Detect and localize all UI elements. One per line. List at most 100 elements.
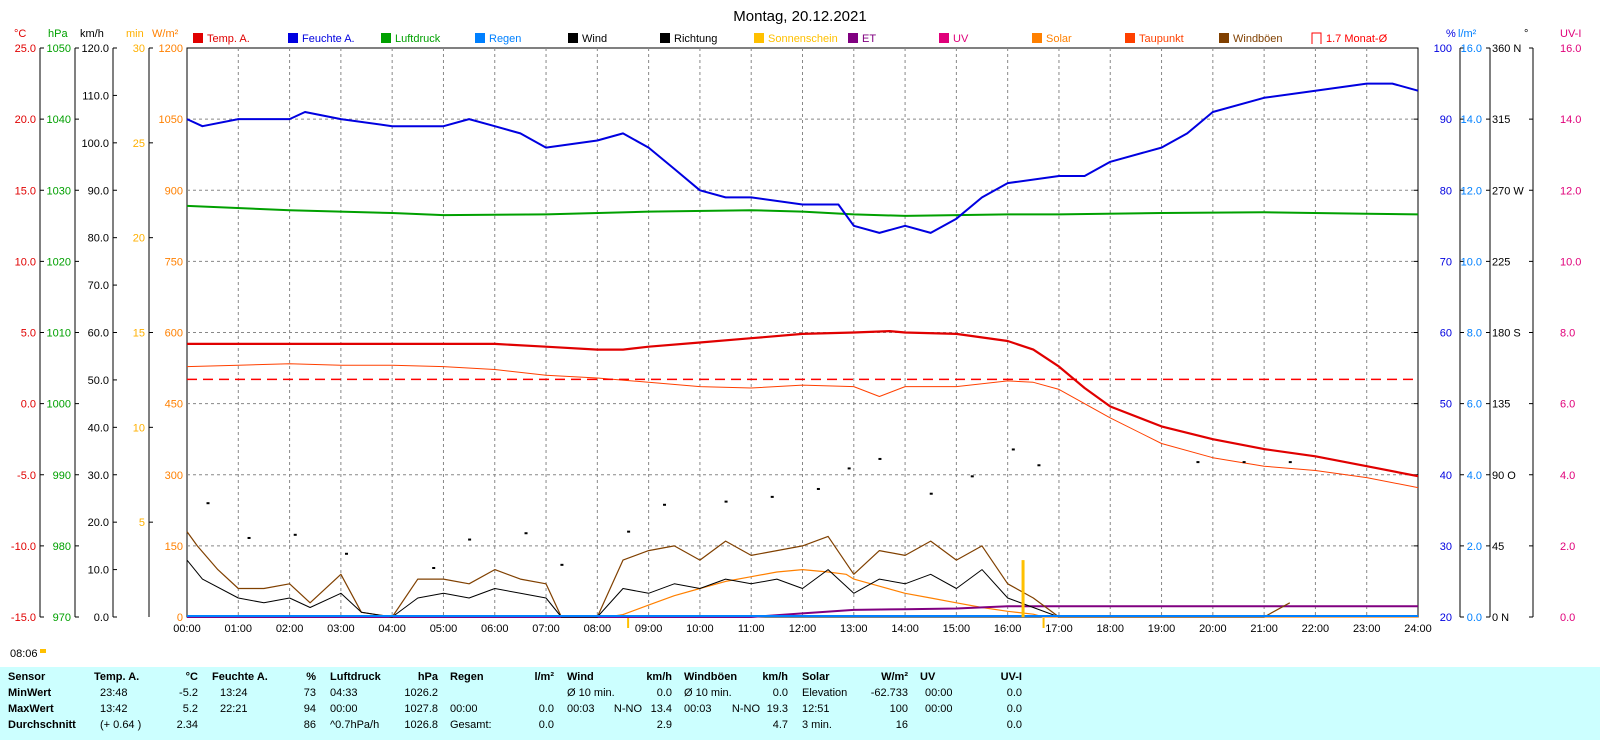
wind-time: 00:03 xyxy=(567,703,595,715)
uv-value: 0.0 xyxy=(1006,687,1022,699)
axis-tick-label: 70 xyxy=(1440,256,1452,268)
axis-tick-label: 1200 xyxy=(159,43,183,55)
axis-tick-label: 0.0 xyxy=(1467,612,1482,624)
humidity-value: 86 xyxy=(303,719,316,731)
axis-tick-label: 12.0 xyxy=(1560,185,1581,197)
axis-tick-label: 1020 xyxy=(47,256,71,268)
series-line-taupunkt xyxy=(186,363,1419,489)
direction-point xyxy=(468,538,472,541)
axis-tick-label: 20.0 xyxy=(88,517,109,529)
direction-point xyxy=(663,503,667,506)
direction-point xyxy=(524,532,528,535)
axis-tick-label: 1010 xyxy=(47,328,71,340)
legend-label: Luftdruck xyxy=(395,33,441,45)
solar-unit: W/m² xyxy=(152,28,179,40)
temp-time: 13:42 xyxy=(100,703,128,715)
x-tick-label: 08:00 xyxy=(584,623,612,635)
series-line-solar xyxy=(187,568,1418,618)
axis-tick-label: 80 xyxy=(1440,185,1452,197)
x-tick-label: 13:00 xyxy=(840,623,868,635)
x-tick-label: 21:00 xyxy=(1250,623,1278,635)
axis-tick-label: -5.0 xyxy=(17,470,36,482)
axis-tick-label: 30 xyxy=(133,43,145,55)
pressure-value: 1026.2 xyxy=(404,687,438,699)
direction-point xyxy=(1288,461,1292,464)
temp-time: (+ 0.64 ) xyxy=(100,719,142,731)
legend-swatch xyxy=(939,33,949,43)
header-rain: Regen xyxy=(450,671,484,683)
header-rain-unit: l/m² xyxy=(534,671,554,683)
direction-point xyxy=(432,567,436,570)
rain-unit: l/m² xyxy=(1458,28,1477,40)
direction-point xyxy=(560,563,564,566)
legend-label: Richtung xyxy=(674,33,717,45)
rain-value: 0.0 xyxy=(538,703,554,715)
legend-swatch xyxy=(848,33,858,43)
axis-tick-label: 135 xyxy=(1492,399,1510,411)
legend-swatch xyxy=(475,33,485,43)
legend-label: Sonnenschein xyxy=(768,33,838,45)
series-line-feuchte-a- xyxy=(186,82,1419,234)
axis-tick-label: 25 xyxy=(133,138,145,150)
axis-tick-label: 8.0 xyxy=(1467,328,1482,340)
x-tick-label: 06:00 xyxy=(481,623,509,635)
axis-tick-label: 6.0 xyxy=(1560,399,1575,411)
axis-tick-label: 360 N xyxy=(1492,43,1521,55)
header-uv-unit: UV-I xyxy=(1000,671,1022,683)
legend-label: UV xyxy=(953,33,969,45)
direction-point xyxy=(970,475,974,478)
header-temp: Temp. A. xyxy=(94,671,140,683)
legend-swatch xyxy=(288,33,298,43)
x-tick-label: 23:00 xyxy=(1353,623,1381,635)
header-uv: UV xyxy=(920,671,936,683)
x-tick-label: 10:00 xyxy=(686,623,714,635)
x-tick-label: 03:00 xyxy=(327,623,355,635)
axis-tick-label: 1000 xyxy=(47,399,71,411)
axis-tick-label: 10.0 xyxy=(1461,256,1482,268)
pressure-time: 00:00 xyxy=(330,703,358,715)
axis-tick-label: 40 xyxy=(1440,470,1452,482)
statistics-table: Sensor Temp. A. °C Feuchte A.% Luftdruck hPa R… xyxy=(0,667,1600,740)
axis-tick-label: 4.0 xyxy=(1467,470,1482,482)
axis-tick-label: 315 xyxy=(1492,114,1510,126)
wind-direction: N-NO xyxy=(613,703,642,715)
axis-tick-label: 40.0 xyxy=(88,422,109,434)
row-label: MinWert xyxy=(8,687,52,699)
humidity-value: 94 xyxy=(303,703,316,715)
axis-tick-label: 45 xyxy=(1492,541,1504,553)
uv-value: 0.0 xyxy=(1006,719,1022,731)
gusts-direction: N-NO xyxy=(731,703,760,715)
weather-chart: Montag, 20.12.2021 Temp. A. Feuchte A. Luf… xyxy=(10,8,1582,660)
solar-time: Elevation xyxy=(802,687,848,699)
legend-swatch xyxy=(1311,32,1322,44)
header-solar-unit: W/m² xyxy=(881,671,908,683)
direction-point xyxy=(247,536,251,539)
axis-tick-label: 970 xyxy=(53,612,71,624)
x-tick-label: 00:00 xyxy=(173,623,201,635)
legend-label: Feuchte A. xyxy=(302,33,355,45)
wind-value: 0.0 xyxy=(656,687,672,699)
header-solar: Solar xyxy=(802,671,830,683)
legend-swatch xyxy=(193,33,203,43)
series-line-temp-a- xyxy=(187,330,1419,478)
axis-tick-label: 10.0 xyxy=(88,565,109,577)
axis-tick-label: 600 xyxy=(165,328,183,340)
rain-time: 00:00 xyxy=(450,703,478,715)
legend-label: Windböen xyxy=(1233,33,1283,45)
axis-tick-label: 30 xyxy=(1440,541,1452,553)
axis-tick-label: 450 xyxy=(165,399,183,411)
axis-units: °C hPa km/h min W/m² % l/m² ° UV-I xyxy=(14,28,1581,40)
rain-time: Gesamt: xyxy=(450,719,492,731)
legend-swatch xyxy=(1125,33,1135,43)
temp-value: 5.2 xyxy=(182,703,198,715)
pressure-time: ^0.7hPa/h xyxy=(330,719,380,731)
direction-point xyxy=(847,467,851,470)
axis-tick-label: 6.0 xyxy=(1467,399,1482,411)
x-tick-label: 20:00 xyxy=(1199,623,1227,635)
legend-swatch xyxy=(568,33,578,43)
axes: 25.020.015.010.05.00.0-5.0-10.0-15.01050… xyxy=(11,43,1582,635)
x-tick-label: 24:00 xyxy=(1404,623,1432,635)
humidity-value: 73 xyxy=(303,687,316,699)
legend-label: 1.7 Monat-Ø xyxy=(1326,33,1388,45)
legend-swatch xyxy=(1032,33,1042,43)
